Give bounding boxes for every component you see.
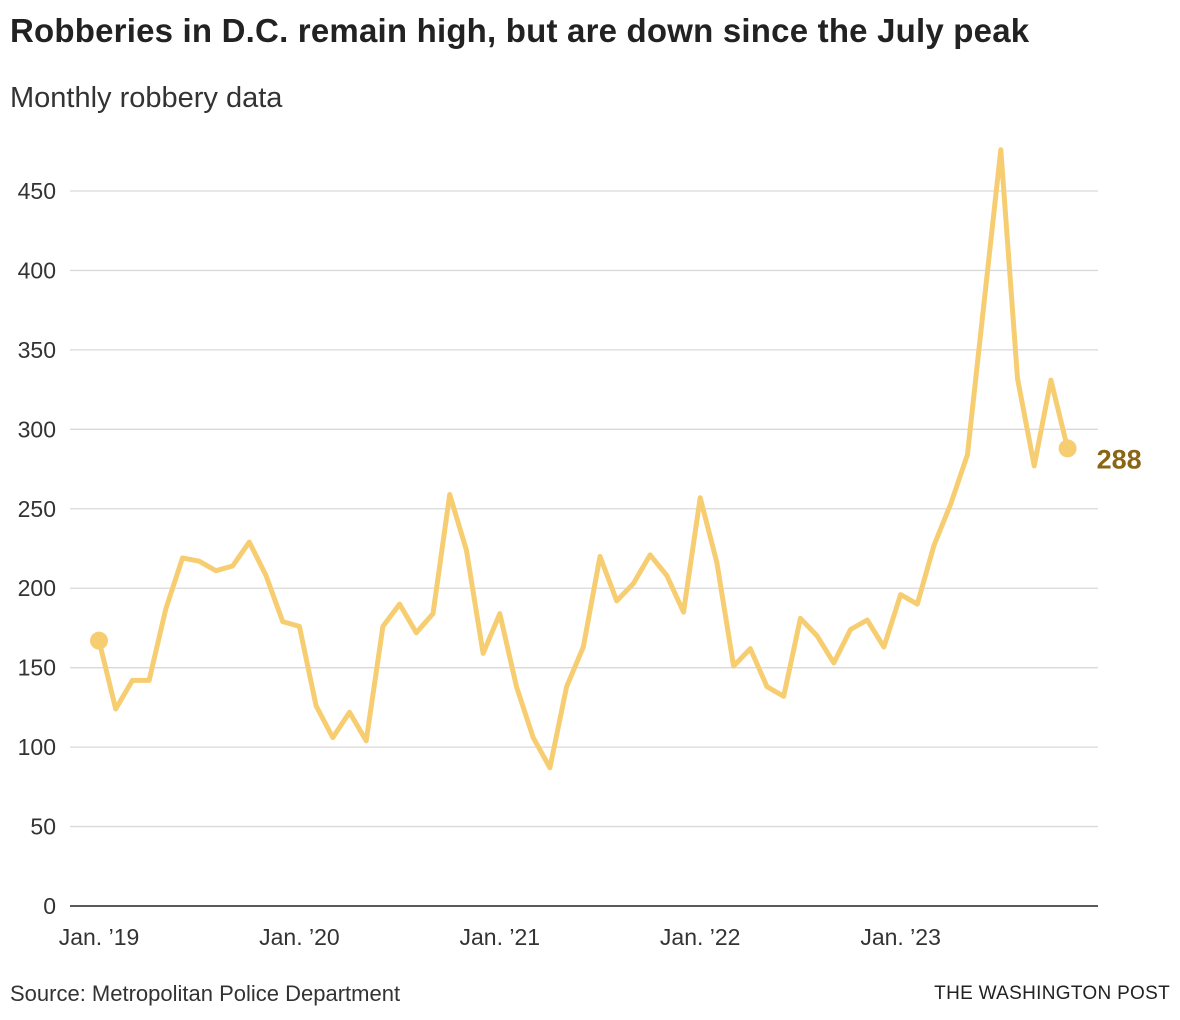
- y-tick-label: 400: [18, 257, 56, 283]
- x-tick-label: Jan. ’20: [259, 924, 340, 950]
- series-line: [96, 147, 1071, 771]
- gridlines: [70, 190, 1098, 907]
- series-markers: 288: [90, 439, 1142, 650]
- y-tick-label: 100: [18, 734, 56, 760]
- end-value-label: 288: [1097, 444, 1142, 474]
- y-tick-label: 450: [18, 178, 56, 204]
- x-axis-ticks: Jan. ’19 Jan. ’20 Jan. ’21 Jan. ’22 Jan. ’23: [59, 924, 941, 950]
- y-tick-label: 350: [18, 337, 56, 363]
- x-tick-label: Jan. ’19: [59, 924, 140, 950]
- x-tick-label: Jan. ’22: [660, 924, 741, 950]
- y-tick-label: 300: [18, 416, 56, 442]
- chart-subtitle: Monthly robbery data: [10, 82, 283, 114]
- chart-title: Robberies in D.C. remain high, but are d…: [10, 12, 1030, 49]
- y-tick-label: 0: [43, 893, 56, 919]
- y-tick-label: 150: [18, 655, 56, 681]
- end-point-marker: [1058, 439, 1077, 458]
- publisher-credit: THE WASHINGTON POST: [934, 983, 1170, 1004]
- y-tick-label: 50: [30, 814, 56, 840]
- y-tick-label: 250: [18, 496, 56, 522]
- x-tick-label: Jan. ’21: [460, 924, 541, 950]
- start-point-marker: [90, 631, 108, 650]
- y-tick-label: 200: [18, 575, 56, 601]
- robbery-line: [96, 147, 1071, 771]
- source-note: Source: Metropolitan Police Department: [10, 981, 401, 1006]
- y-axis-ticks: 0 50 100 150 200 250 300 350 400 450: [18, 178, 56, 919]
- x-tick-label: Jan. ’23: [860, 924, 941, 950]
